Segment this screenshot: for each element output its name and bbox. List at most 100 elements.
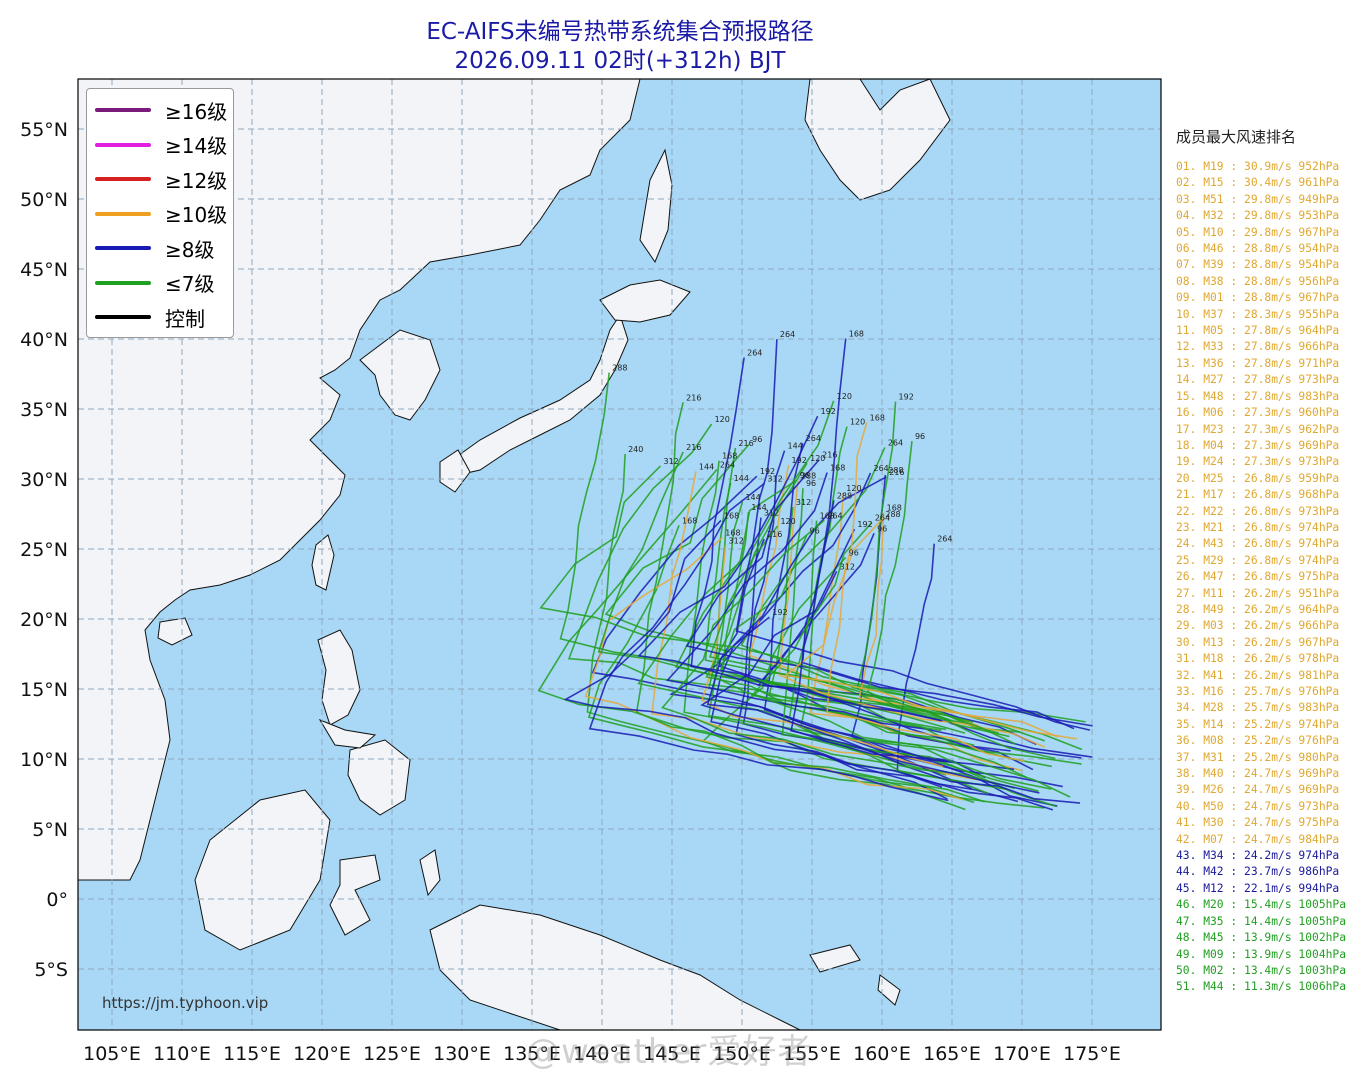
lon-label: 145°E <box>643 1043 701 1065</box>
track-hour-label: 144 <box>788 442 803 451</box>
ranking-item: 10. M37 : 28.3m/s 955hPa <box>1176 307 1340 321</box>
ensemble-track <box>701 545 944 768</box>
ensemble-track <box>567 423 975 746</box>
track-hour-label: 168 <box>820 512 835 521</box>
ensemble-track <box>790 500 1040 794</box>
track-hour-label: 240 <box>628 445 643 454</box>
track-hour-label: 216 <box>889 468 904 477</box>
ensemble-track <box>809 492 1022 772</box>
track-hour-label: 96 <box>752 435 762 444</box>
lon-label: 160°E <box>853 1043 911 1065</box>
ensemble-track <box>587 524 966 811</box>
new-guinea <box>429 904 801 1030</box>
ensemble-tracks <box>537 338 1093 811</box>
legend-swatch <box>95 177 151 181</box>
ranking-item: 06. M46 : 28.8m/s 954hPa <box>1176 242 1340 256</box>
ranking-item: 46. M20 : 15.4m/s 1005hPa <box>1176 898 1347 912</box>
ensemble-track <box>700 570 961 765</box>
ensemble-track <box>718 472 1093 758</box>
lon-label: 175°E <box>1063 1043 1121 1065</box>
track-hour-label: 168 <box>870 414 885 423</box>
halmahera <box>419 849 441 897</box>
ranking-item: 49. M09 : 13.9m/s 1004hPa <box>1176 947 1347 961</box>
track-hour-label: 96 <box>800 471 810 480</box>
track-hour-label: 96 <box>877 524 887 533</box>
legend: ≥16级 ≥14级 ≥12级 ≥10级 ≥8级 ≤7级控制 <box>86 88 234 338</box>
track-hour-label: 264 <box>888 438 903 447</box>
ranking-item: 19. M24 : 27.3m/s 973hPa <box>1176 455 1340 469</box>
legend-label: 控制 <box>165 306 205 331</box>
track-hour-label: 288 <box>885 510 900 519</box>
lat-label: 25°N <box>20 539 68 561</box>
source-url[interactable]: https://jm.typhoon.vip <box>102 994 268 1012</box>
lat-label: 15°N <box>20 679 68 701</box>
ranking-item: 21. M17 : 26.8m/s 968hPa <box>1176 488 1340 502</box>
track-hour-label: 168 <box>682 516 697 525</box>
ensemble-track <box>783 518 1059 738</box>
ranking-title: 成员最大风速排名 <box>1176 128 1297 146</box>
ranking-item: 44. M42 : 23.7m/s 986hPa <box>1176 865 1340 879</box>
track-hour-label: 288 <box>888 466 903 475</box>
lon-label: 130°E <box>433 1043 491 1065</box>
lon-label: 140°E <box>573 1043 631 1065</box>
ensemble-track <box>635 402 985 803</box>
lon-label: 170°E <box>993 1043 1051 1065</box>
ranking-item: 24. M43 : 26.8m/s 974hPa <box>1176 537 1340 551</box>
legend-label: ≥10级 <box>165 203 228 227</box>
ranking-item: 48. M45 : 13.9m/s 1002hPa <box>1176 931 1347 945</box>
legend-item: ≥12级 <box>95 164 227 194</box>
ranking-item: 37. M31 : 25.2m/s 980hPa <box>1176 750 1340 764</box>
track-hour-label: 264 <box>720 461 735 470</box>
new-britain <box>809 944 861 973</box>
track-hour-label: 264 <box>806 434 821 443</box>
ranking-item: 29. M03 : 26.2m/s 966hPa <box>1176 619 1340 633</box>
ranking-item: 36. M08 : 25.2m/s 976hPa <box>1176 734 1340 748</box>
legend-label: ≥14级 <box>165 134 228 158</box>
legend-item: ≥16级 <box>95 95 227 125</box>
lon-label: 105°E <box>83 1043 141 1065</box>
legend-label: ≥8级 <box>165 237 215 262</box>
ranking-item: 26. M47 : 26.8m/s 975hPa <box>1176 570 1340 584</box>
lat-label: 55°N <box>20 119 68 141</box>
ranking-item: 03. M51 : 29.8m/s 949hPa <box>1176 192 1340 206</box>
track-hour-label: 96 <box>806 479 816 488</box>
track-hour-label: 144 <box>734 474 749 483</box>
legend-swatch <box>95 280 151 285</box>
korean-peninsula <box>359 329 441 421</box>
borneo <box>194 789 331 951</box>
legend-label: ≥16级 <box>165 99 228 124</box>
ensemble-track <box>685 459 1093 727</box>
track-hour-label: 168 <box>724 511 739 520</box>
ranking-item: 45. M12 : 22.1m/s 994hPa <box>1176 881 1340 895</box>
ranking-item: 34. M28 : 25.7m/s 983hPa <box>1176 701 1340 715</box>
track-hour-label: 288 <box>837 491 852 500</box>
legend-swatch <box>95 108 151 112</box>
ensemble-track <box>597 451 1052 790</box>
track-hour-label: 312 <box>840 562 855 571</box>
map-subtitle: 2026.09.11 02时(+312h) BJT <box>454 48 786 74</box>
track-hour-label: 168 <box>722 452 737 461</box>
ranking-item: 17. M23 : 27.3m/s 962hPa <box>1176 422 1340 436</box>
track-hour-label: 120 <box>780 517 795 526</box>
legend-label: ≥12级 <box>165 168 228 193</box>
track-hour-label: 96 <box>809 527 819 536</box>
track-hour-label: 96 <box>849 548 859 557</box>
track-hour-label: 168 <box>849 330 864 339</box>
track-hour-label: 312 <box>663 457 678 466</box>
track-hour-label: 120 <box>715 415 730 424</box>
lon-label: 125°E <box>363 1043 421 1065</box>
track-hour-label: 312 <box>764 509 779 518</box>
legend-label: ≤7级 <box>165 272 215 296</box>
sulawesi <box>329 854 381 936</box>
visayas <box>318 718 377 749</box>
lon-label: 135°E <box>503 1043 561 1065</box>
ranking-item: 31. M18 : 26.2m/s 978hPa <box>1176 652 1340 666</box>
track-hour-label: 216 <box>822 451 837 460</box>
ranking-item: 41. M30 : 24.7m/s 975hPa <box>1176 816 1340 830</box>
track-hour-label: 144 <box>745 493 760 502</box>
track-hour-label: 144 <box>751 503 766 512</box>
lat-label: 0° <box>46 889 68 911</box>
ensemble-track <box>665 472 1082 759</box>
